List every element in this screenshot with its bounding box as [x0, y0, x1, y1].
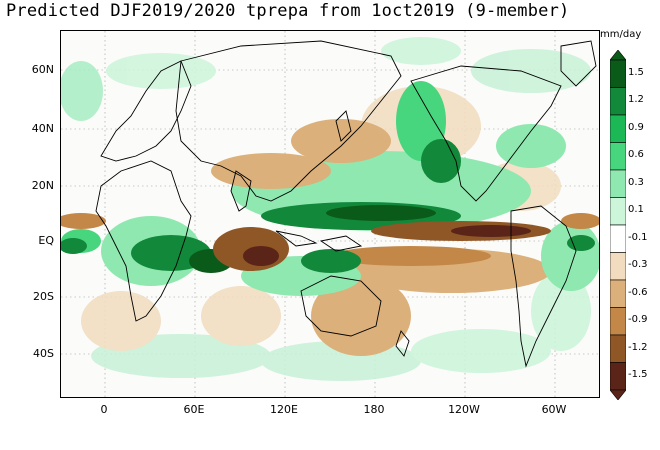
colorbar-band — [610, 334, 626, 363]
colorbar-level-label: 1.2 — [628, 94, 644, 106]
colorbar-level-label: -0.3 — [628, 259, 648, 271]
strong-anomaly-field — [61, 139, 599, 273]
colorbar-band — [610, 114, 626, 143]
colorbar-level-label: 1.5 — [628, 66, 644, 78]
lat-label-40s: 40S — [33, 347, 54, 360]
lat-label-20n: 20N — [31, 179, 54, 192]
colorbar-band — [610, 197, 626, 226]
colorbar-level-label: -1.2 — [628, 341, 648, 353]
lat-label-40n: 40N — [31, 122, 54, 135]
colorbar-level-label: -0.6 — [628, 286, 648, 298]
colorbar-band — [610, 279, 626, 308]
coastlines — [95, 40, 597, 368]
colorbar-bottom-arrow — [610, 389, 626, 400]
colorbar-band — [610, 362, 626, 391]
colorbar-band — [610, 169, 626, 198]
colorbar-level-label: 0.6 — [628, 149, 644, 161]
colorbar-level-label: -1.5 — [628, 369, 648, 381]
lon-label-60w: 60W — [541, 403, 567, 416]
colorbar-band — [610, 59, 626, 88]
lon-label-60e: 60E — [183, 403, 205, 416]
colorbar-band — [610, 142, 626, 171]
map-title: Predicted DJF2019/2020 tprepa from 1oct2… — [6, 1, 570, 21]
colorbar-level-label: 0.3 — [628, 176, 644, 188]
lat-label-60n: 60N — [31, 63, 54, 76]
lon-label-120w: 120W — [448, 403, 480, 416]
lat-label-eq: EQ — [38, 234, 54, 247]
colorbar-band — [610, 252, 626, 281]
lon-label-180: 180 — [363, 403, 385, 416]
colorbar-level-label: -0.9 — [628, 314, 648, 326]
map-canvas — [61, 31, 599, 397]
colorbar-level-label: -0.1 — [628, 231, 648, 243]
lat-label-20s: 20S — [33, 290, 54, 303]
colorbar-level-label: 0.9 — [628, 121, 644, 133]
colorbar-band — [610, 87, 626, 116]
lon-label-0: 0 — [100, 403, 108, 416]
colorbar-band — [610, 224, 626, 253]
colorbar-top-arrow — [610, 50, 626, 61]
lon-label-120e: 120E — [270, 403, 298, 416]
units-label: mm/day — [600, 29, 642, 40]
precipitation-map — [60, 30, 600, 398]
colorbar-band — [610, 307, 626, 336]
colorbar — [610, 50, 626, 400]
light-anomaly-field — [61, 37, 591, 381]
colorbar-level-label: 0.1 — [628, 204, 644, 216]
